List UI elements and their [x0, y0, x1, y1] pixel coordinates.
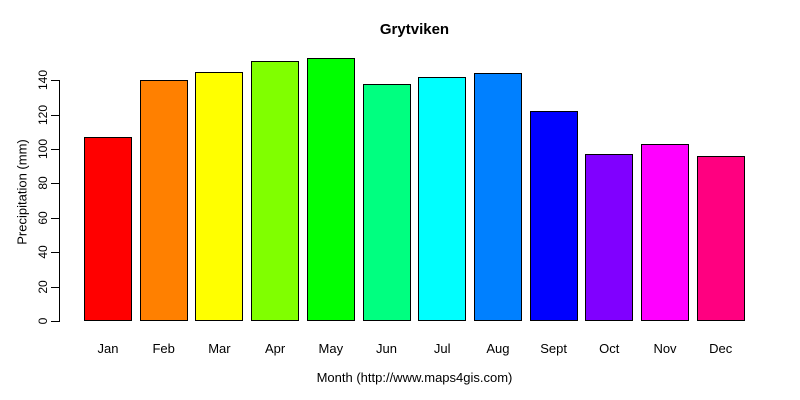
- bar-jul: [418, 76, 467, 321]
- bar-oct: [585, 154, 634, 321]
- x-tick-label-aug: Aug: [486, 341, 510, 356]
- y-tick-label: 100: [36, 138, 50, 160]
- y-tick-label: 40: [36, 245, 50, 259]
- bar-jun: [362, 83, 411, 321]
- x-tick-label-dec: Dec: [709, 341, 733, 356]
- y-tick: [51, 183, 60, 185]
- x-tick-label-jul: Jul: [433, 341, 451, 356]
- x-tick-label-mar: Mar: [208, 341, 231, 356]
- x-axis-label: Month (http://www.maps4gis.com): [316, 370, 513, 385]
- y-axis-line: [59, 80, 61, 322]
- bar-aug: [473, 73, 522, 321]
- y-axis-label: Precipitation (mm): [14, 139, 30, 245]
- bar-nov: [641, 143, 689, 321]
- bar-sept: [529, 111, 578, 321]
- bar-apr: [251, 61, 300, 321]
- bar-mar: [195, 71, 244, 321]
- bar-may: [306, 57, 355, 321]
- x-tick-label-nov: Nov: [653, 341, 677, 356]
- y-tick: [51, 321, 60, 322]
- y-tick: [51, 286, 60, 288]
- y-tick: [51, 80, 60, 82]
- x-tick-label-jun: Jun: [376, 341, 397, 356]
- bar-jan: [84, 136, 132, 321]
- bar-feb: [139, 80, 188, 321]
- x-tick-label-may: May: [318, 341, 344, 356]
- x-tick-label-feb: Feb: [152, 341, 175, 356]
- y-tick-label: 80: [36, 176, 50, 191]
- y-tick-label: 120: [36, 104, 50, 125]
- x-tick-label-apr: Apr: [264, 341, 286, 356]
- y-tick: [51, 114, 60, 116]
- y-tick: [51, 217, 60, 219]
- x-tick-label-jan: Jan: [97, 341, 119, 356]
- bar-dec: [696, 155, 745, 321]
- y-tick-label: 140: [36, 70, 50, 91]
- y-tick-label: 0: [36, 317, 50, 325]
- x-tick-label-sept: Sept: [540, 341, 567, 356]
- y-tick-label: 20: [36, 279, 50, 294]
- y-tick-label: 60: [36, 211, 50, 225]
- chart-title: Grytviken: [379, 21, 450, 38]
- x-tick-label-oct: Oct: [599, 341, 620, 356]
- y-tick: [51, 149, 60, 150]
- y-tick: [51, 252, 60, 254]
